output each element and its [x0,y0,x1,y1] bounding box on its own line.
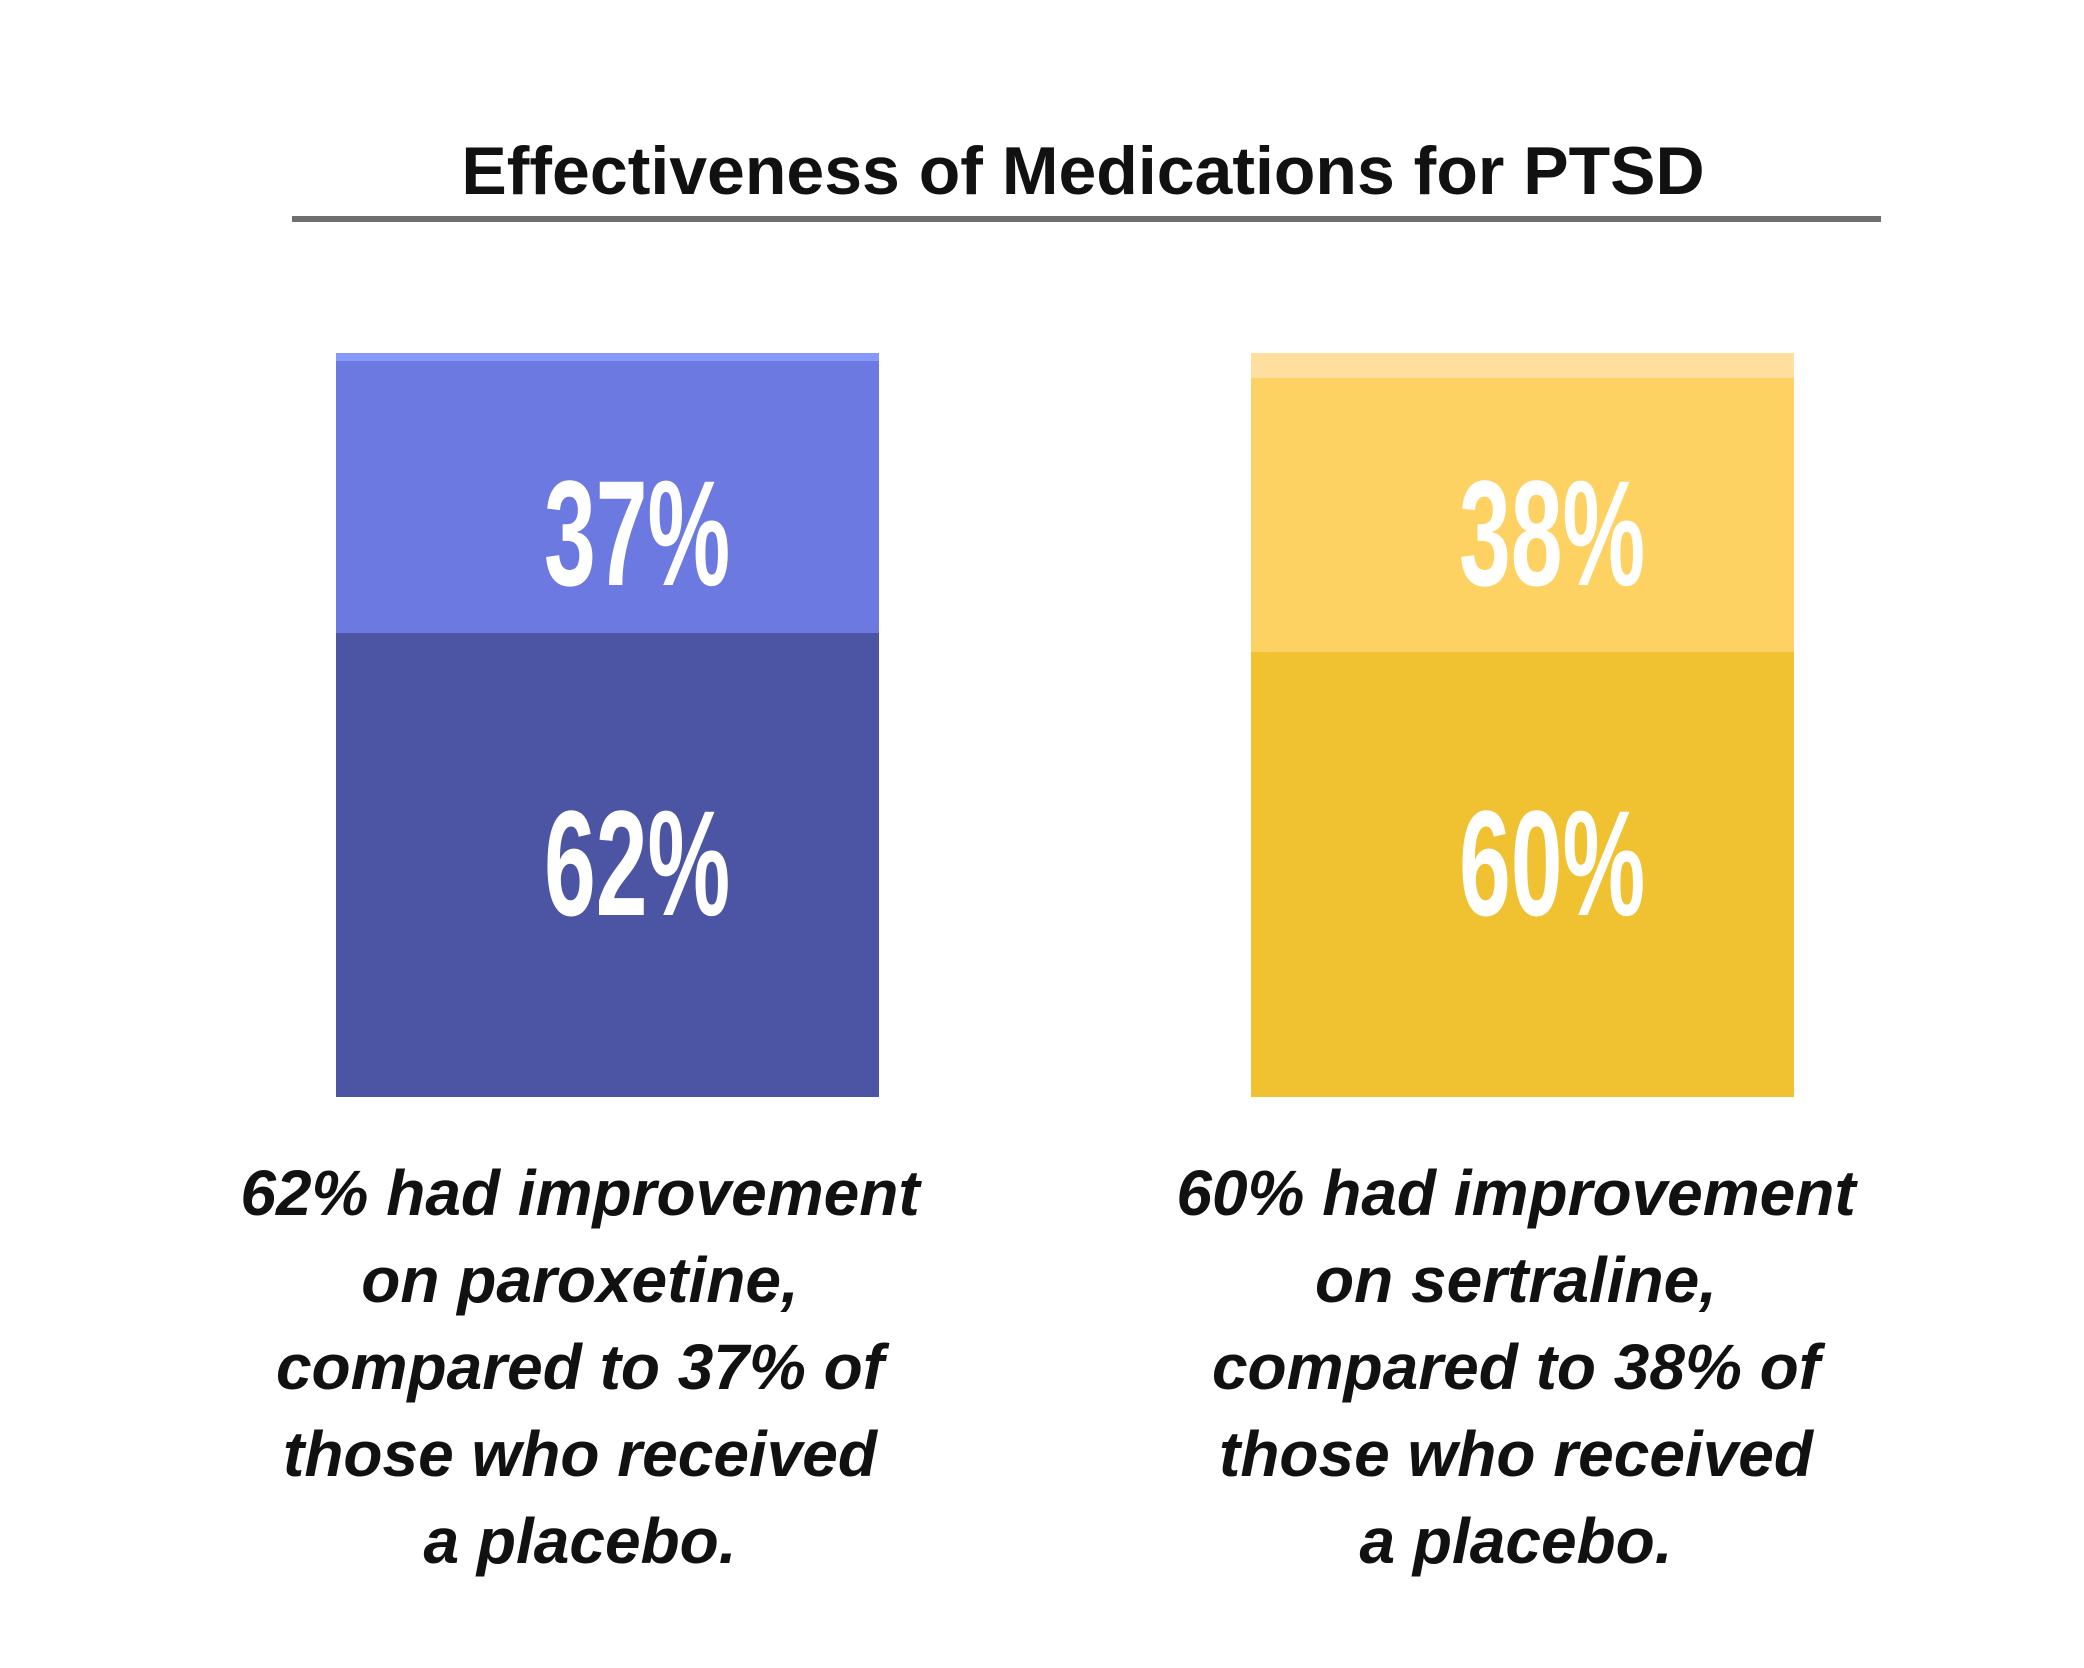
bar-segment-improved [336,633,879,1097]
chart-title: Effectiveness of Medications for PTSD [461,133,1705,209]
caption-paroxetine: 62% had improvement on paroxetine, compa… [200,1150,960,1585]
title-divider [292,216,1881,222]
caption-sertraline: 60% had improvement on sertraline, compa… [1136,1150,1896,1585]
caption-line: those who received [283,1418,877,1490]
label-improved: 60% [1459,779,1646,947]
label-improved: 62% [544,779,731,947]
caption-line: a placebo. [1359,1505,1673,1577]
caption-line: 60% had improvement [1176,1157,1856,1229]
caption-line: those who received [1219,1418,1813,1490]
bar-top-highlight [1251,353,1794,378]
bar-sertraline: 38% 60% [1251,353,1794,1097]
bar-segment-placebo [336,361,879,633]
caption-line: compared to 37% of [275,1331,885,1403]
caption-line: on paroxetine, [361,1244,799,1316]
caption-line: compared to 38% of [1211,1331,1821,1403]
caption-line: a placebo. [423,1505,737,1577]
caption-line: on sertraline, [1315,1244,1717,1316]
bar-paroxetine: 37% 62% [336,353,879,1097]
label-placebo: 37% [544,449,731,617]
label-placebo: 38% [1459,449,1646,617]
bar-segment-improved [1251,652,1794,1097]
bar-segment-placebo [1251,378,1794,652]
caption-line: 62% had improvement [240,1157,920,1229]
bar-top-highlight [336,353,879,361]
